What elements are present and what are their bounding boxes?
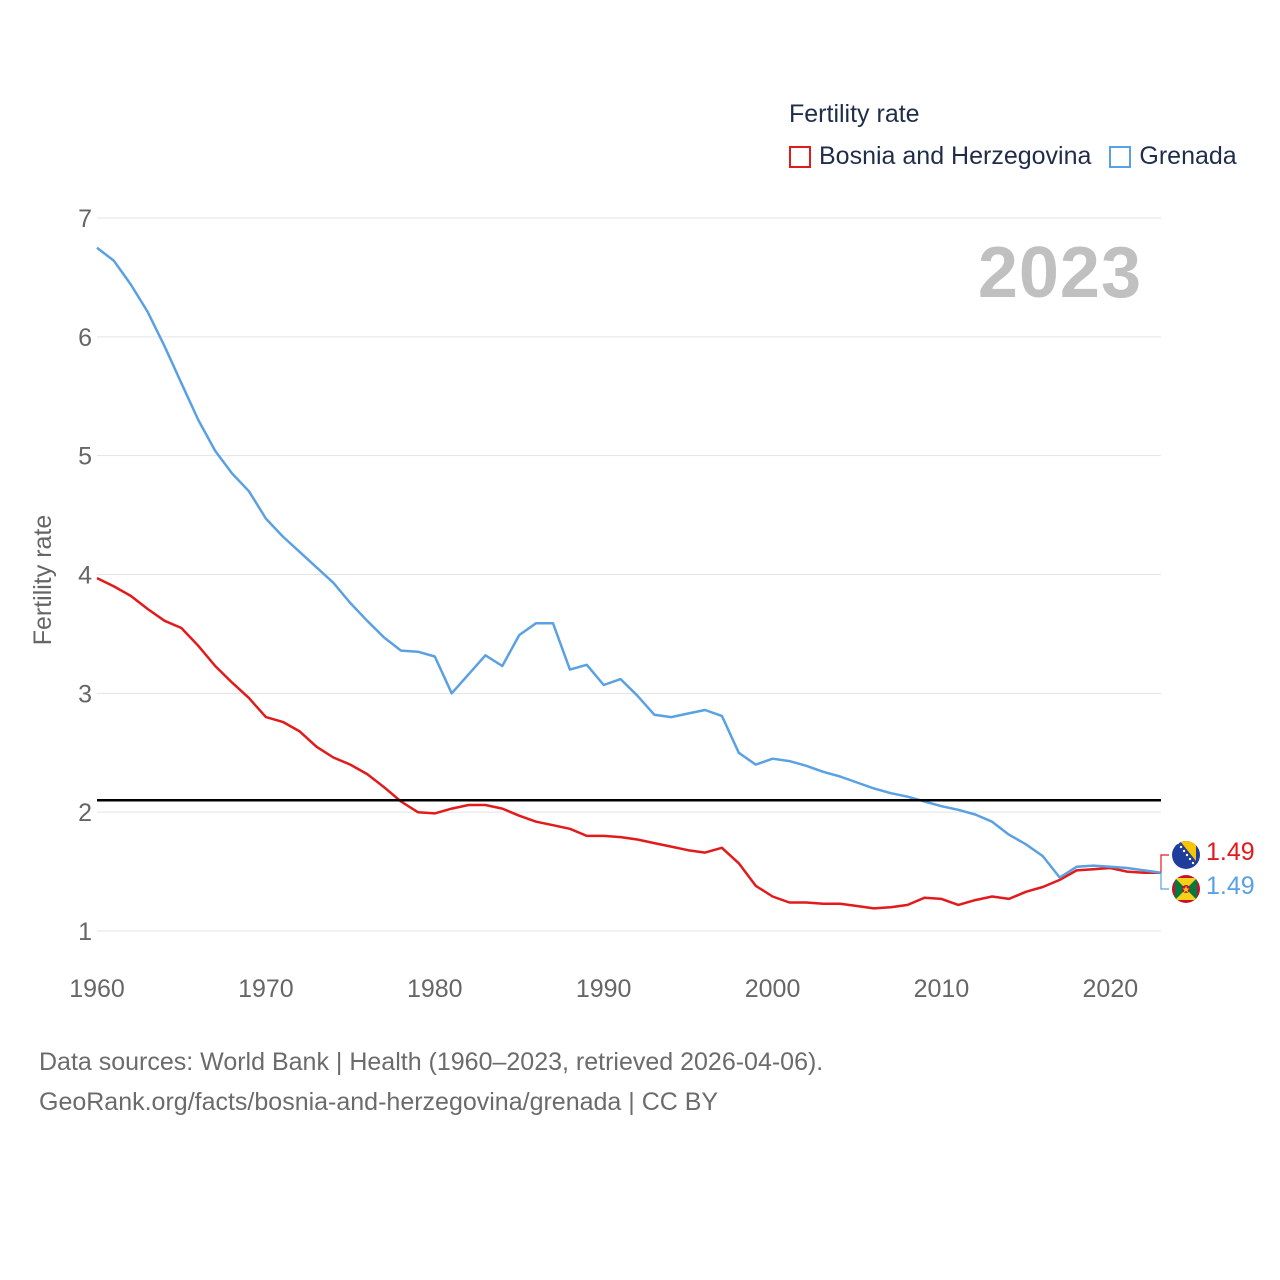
series-line-grenada[interactable] (96, 246, 1162, 879)
source-line-2[interactable]: GeoRank.org/facts/bosnia-and-herzegovina… (39, 1088, 719, 1116)
x-tick-label: 2020 (1083, 975, 1139, 1003)
y-axis-ticks: 1 2 3 4 5 6 7 (78, 205, 92, 946)
end-value-bosnia: 1.49 (1206, 838, 1255, 866)
legend-title: Fertility rate (789, 100, 920, 128)
grenada-flag-icon (1172, 875, 1200, 903)
series-lines (96, 246, 1162, 910)
bosnia-flag-icon (1172, 841, 1200, 869)
end-connectors (1160, 854, 1169, 890)
source-line-1: Data sources: World Bank | Health (1960–… (39, 1048, 824, 1076)
connector-grenada (1160, 872, 1169, 890)
series-line-bosnia-and-herzegovina[interactable] (96, 576, 1161, 910)
x-tick-label: 1990 (576, 975, 632, 1003)
y-axis-label: Fertility rate (29, 515, 57, 646)
x-tick-label: 1960 (69, 975, 125, 1003)
year-badge: 2023 (977, 233, 1142, 313)
legend-item-grenada[interactable]: Grenada (1109, 142, 1237, 171)
y-tick-label: 3 (78, 680, 92, 708)
source-note: Data sources: World Bank | Health (1960–… (39, 1042, 823, 1122)
x-tick-label: 2010 (914, 975, 970, 1003)
legend-label-grenada: Grenada (1139, 142, 1237, 170)
x-tick-label: 2000 (745, 975, 801, 1003)
y-tick-label: 7 (78, 205, 92, 233)
y-tick-label: 5 (78, 443, 92, 471)
x-axis-ticks: 1960 1970 1980 1990 2000 2010 2020 (69, 975, 1138, 1003)
legend: Bosnia and Herzegovina Grenada (789, 142, 1255, 171)
legend-swatch-grenada (1109, 145, 1132, 168)
gridlines (97, 217, 1161, 932)
x-tick-label: 1970 (238, 975, 294, 1003)
x-tick-label: 1980 (407, 975, 463, 1003)
y-tick-label: 4 (78, 562, 92, 590)
y-tick-label: 1 (78, 918, 92, 946)
connector-bosnia (1160, 854, 1169, 873)
legend-item-bosnia[interactable]: Bosnia and Herzegovina (789, 142, 1091, 171)
legend-swatch-bosnia (789, 145, 811, 168)
legend-label-bosnia: Bosnia and Herzegovina (819, 142, 1092, 170)
y-tick-label: 2 (78, 799, 92, 827)
end-value-grenada: 1.49 (1206, 872, 1255, 900)
y-tick-label: 6 (78, 324, 92, 352)
